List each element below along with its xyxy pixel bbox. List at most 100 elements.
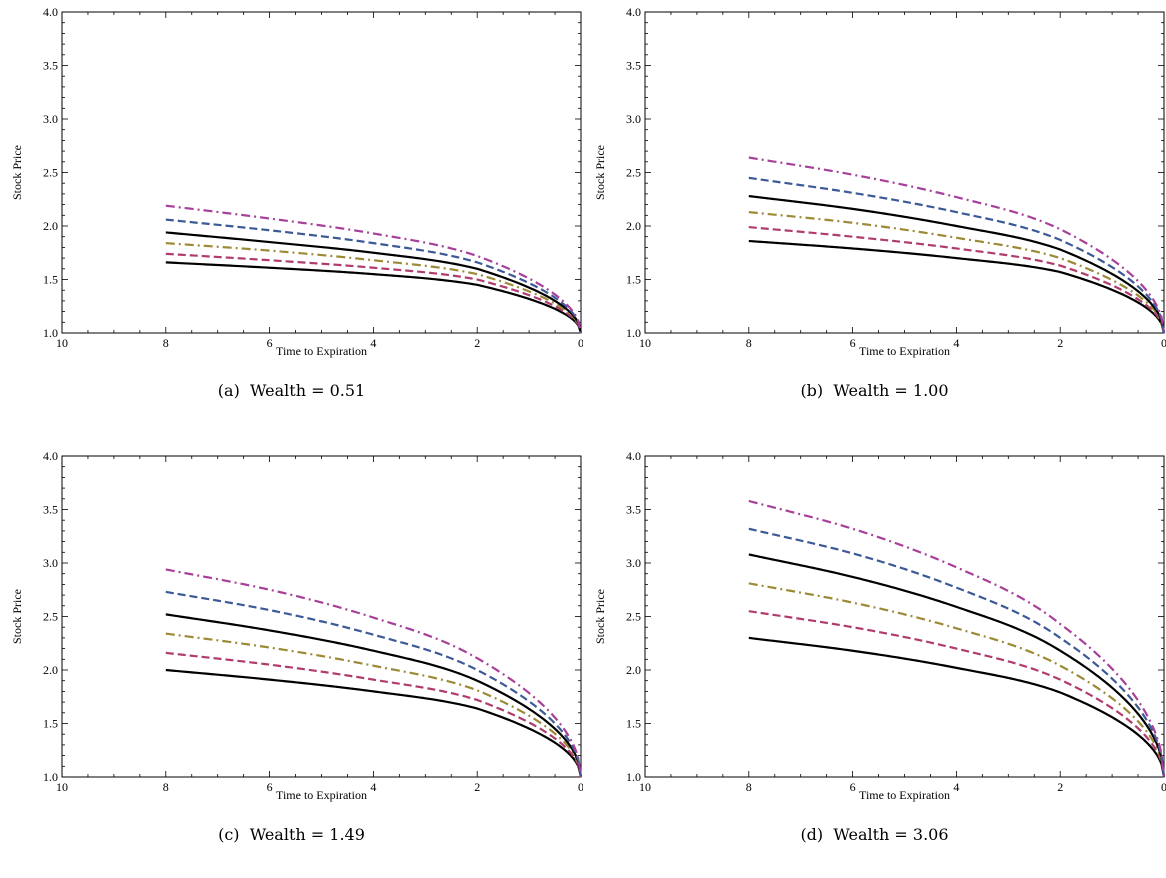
chart-caption-d: (d) Wealth = 3.06 [800,825,949,844]
x-tick-label: 0 [578,780,583,794]
series-line-3 [748,210,1166,334]
y-tick-label: 2.5 [626,610,641,624]
series-line-5 [748,527,1166,778]
x-tick-label: 4 [953,336,959,350]
x-tick-label: 6 [267,336,273,350]
series-line-1 [165,261,583,334]
chart-caption-b: (b) Wealth = 1.00 [800,381,949,400]
y-tick-label: 1.0 [43,770,58,784]
series-line-4 [748,194,1166,334]
series-line-3 [165,632,583,778]
series-line-1 [748,636,1166,778]
y-tick-label: 2.0 [43,219,58,233]
series-line-4 [165,613,583,778]
series-line-5 [165,590,583,778]
series-line-6 [165,204,583,334]
series-line-4 [165,231,583,334]
x-tick-label: 0 [1161,780,1166,794]
chart-plot-b: 10 8 6 4 2 0 1.0 1.5 2.0 2.5 3.0 3.5 4.0 Time to Expi… [593,5,1166,358]
y-tick-label: 3.5 [626,503,641,517]
y-tick-label: 3.0 [43,112,58,126]
y-tick-label: 3.0 [626,556,641,570]
x-tick-label: 4 [953,780,959,794]
chart-panel-c: 10 8 6 4 2 0 1.0 1.5 2.0 2.5 3.0 3.5 4.0 Time to Expi… [0,444,583,878]
x-tick-label: 6 [267,780,273,794]
y-tick-label: 3.5 [43,59,58,73]
series-line-2 [165,651,583,778]
x-tick-label: 0 [1161,336,1166,350]
y-axis-title: Stock Price [10,589,24,644]
plot-frame [644,11,1165,334]
chart-caption-a: (a) Wealth = 0.51 [217,381,366,400]
x-axis-title: Time to Expiration [859,788,950,802]
y-tick-label: 2.0 [626,663,641,677]
chart-plot-c: 10 8 6 4 2 0 1.0 1.5 2.0 2.5 3.0 3.5 4.0 Time to Expi… [10,449,583,802]
x-axis-title: Time to Expiration [276,788,367,802]
x-tick-label: 10 [639,780,651,794]
x-tick-label: 8 [163,336,169,350]
x-axis-title: Time to Expiration [859,344,950,358]
x-tick-label: 4 [370,336,376,350]
y-tick-label: 1.5 [43,717,58,731]
plot-frame [61,455,582,778]
series-line-5 [165,218,583,334]
y-tick-label: 2.5 [626,166,641,180]
series-line-3 [748,582,1166,778]
y-tick-label: 3.0 [626,112,641,126]
series-line-6 [748,156,1166,334]
y-tick-label: 2.0 [626,219,641,233]
plot-frame [61,11,582,334]
y-tick-label: 1.5 [626,717,641,731]
x-tick-label: 10 [56,780,68,794]
chart-plot-d: 10 8 6 4 2 0 1.0 1.5 2.0 2.5 3.0 3.5 4.0 Time to Expi… [593,449,1166,802]
y-tick-label: 3.5 [626,59,641,73]
y-tick-label: 1.5 [43,273,58,287]
series-line-5 [748,176,1166,334]
x-tick-label: 8 [746,336,752,350]
x-tick-label: 0 [578,336,583,350]
y-tick-label: 4.0 [43,449,58,463]
x-tick-label: 2 [474,780,480,794]
y-tick-label: 4.0 [43,5,58,19]
x-tick-label: 8 [163,780,169,794]
x-tick-label: 6 [850,336,856,350]
chart-caption-c: (c) Wealth = 1.49 [218,825,365,844]
y-axis-title: Stock Price [593,145,607,200]
chart-plot-a: 10 8 6 4 2 0 1.0 1.5 2.0 2.5 3.0 3.5 4.0 Time to Expi… [10,5,583,358]
y-tick-label: 2.0 [43,663,58,677]
y-tick-label: 3.5 [43,503,58,517]
series-line-3 [165,242,583,334]
y-tick-label: 4.0 [626,5,641,19]
chart-panel-d: 10 8 6 4 2 0 1.0 1.5 2.0 2.5 3.0 3.5 4.0 Time to Expi… [583,444,1166,878]
x-tick-label: 2 [1057,780,1063,794]
x-tick-label: 2 [1057,336,1063,350]
x-tick-label: 4 [370,780,376,794]
y-tick-label: 4.0 [626,449,641,463]
series-line-1 [165,668,583,778]
y-tick-label: 2.5 [43,166,58,180]
x-tick-label: 2 [474,336,480,350]
series-line-4 [748,553,1166,778]
series-line-2 [748,610,1166,778]
x-tick-label: 10 [639,336,651,350]
y-tick-label: 3.0 [43,556,58,570]
chart-panel-a: 10 8 6 4 2 0 1.0 1.5 2.0 2.5 3.0 3.5 4.0 Time to Expi… [0,0,583,434]
plot-frame [644,455,1165,778]
y-axis-title: Stock Price [593,589,607,644]
y-tick-label: 2.5 [43,610,58,624]
series-line-6 [165,568,583,778]
y-tick-label: 1.0 [43,326,58,340]
y-tick-label: 1.0 [626,770,641,784]
series-line-6 [748,499,1166,778]
y-tick-label: 1.5 [626,273,641,287]
y-axis-title: Stock Price [10,145,24,200]
series-line-2 [165,252,583,334]
chart-panel-b: 10 8 6 4 2 0 1.0 1.5 2.0 2.5 3.0 3.5 4.0 Time to Expi… [583,0,1166,434]
x-tick-label: 6 [850,780,856,794]
series-line-2 [748,225,1166,334]
x-axis-title: Time to Expiration [276,344,367,358]
y-tick-label: 1.0 [626,326,641,340]
x-tick-label: 8 [746,780,752,794]
series-line-1 [748,239,1166,334]
x-tick-label: 10 [56,336,68,350]
